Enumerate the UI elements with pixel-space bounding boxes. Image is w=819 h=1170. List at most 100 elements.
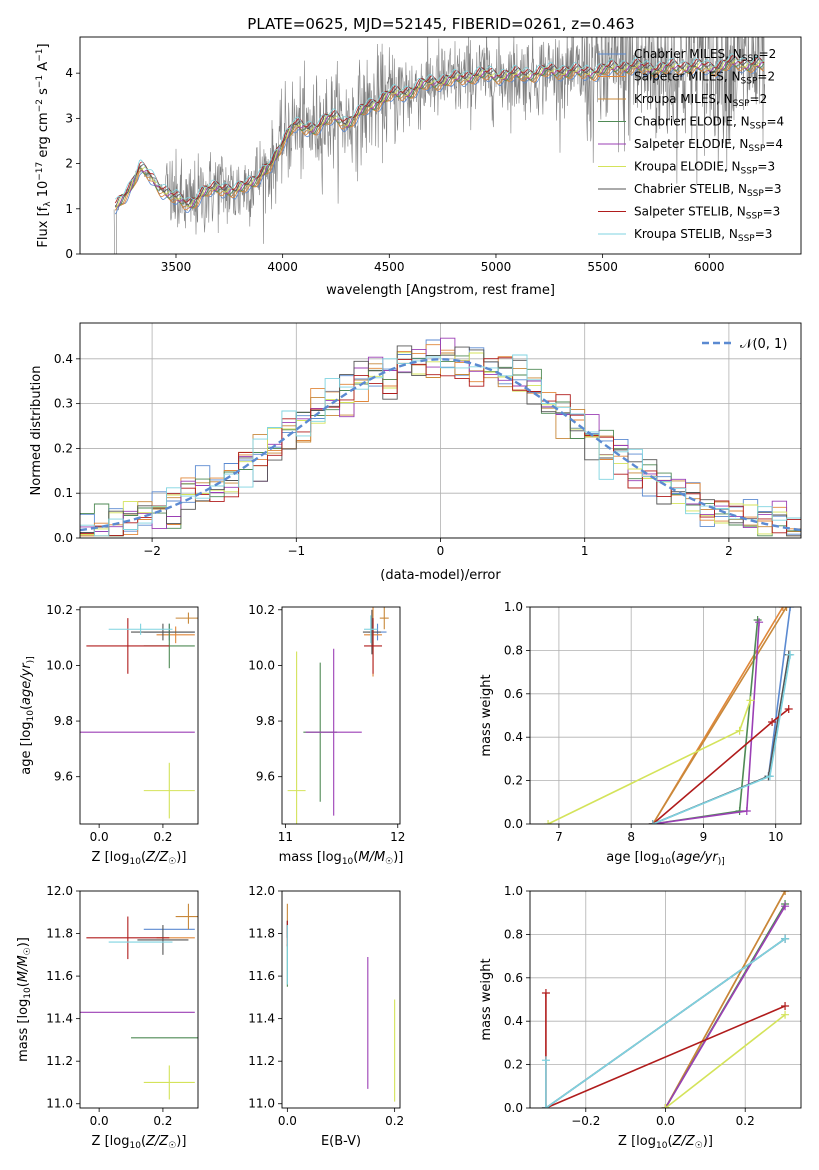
spectrum-ytick-label: 4 [65,66,73,80]
label-fragment: 10 [129,857,141,867]
age-vs-z-point-6 [131,623,195,641]
label-fragment: age/yr [19,662,34,705]
massweight-vs-z-series-8 [545,938,786,1108]
model-spectrum-line-8 [114,53,765,200]
label-fragment: M/M [16,955,31,982]
massweight-vs-age-series-7 [652,708,790,824]
age-vs-z-point-8 [108,623,173,635]
residuals-frame [79,322,802,539]
label-fragment: −17 [35,162,45,181]
label-fragment: SSP [738,234,755,244]
residuals-ytick-label: 0.3 [54,397,73,411]
label-fragment: SSP [747,189,764,199]
residual-histogram-8 [80,354,801,537]
age-vs-z-point-7 [86,618,170,674]
spectrum-plot-area [113,37,765,254]
massweight-vs-age-ytick-label: 0.8 [504,643,523,657]
massweight-vs-z-xtick-label: −0.2 [571,1114,600,1128]
label-fragment: Kroupa MILES, N [634,92,733,106]
label-fragment: 10 [660,857,672,867]
spectrum-frame [79,36,802,255]
residuals-ytick-label: 0.0 [54,531,73,545]
mass-vs-ebv-axes: 0.0 0.2 11.0 11.2 11.4 11.6 11.8 12.0 E(B-V) [248,884,404,1149]
massweight-vs-age-series-2 [652,607,788,824]
age-vs-z-ytick-label: 9.8 [54,714,73,728]
legend-label-0: Chabrier MILES, NSSP=2 [634,47,776,64]
mass-vs-ebv-x-label: E(B-V) [321,1134,361,1149]
massweight-vs-z-series-5 [665,1014,786,1108]
label-fragment: erg cm [36,112,51,161]
label-fragment: Normed distribution [29,366,44,496]
label-fragment: SSP [742,54,759,64]
age-vs-z-y-label: age [log10(age/yr)] [19,656,36,774]
massweight-vs-z-ytick-label: 0.2 [504,1058,523,1072]
mass-vs-z-y-label: mass [log10(M/M☉)] [16,937,33,1062]
spectrum-xtick-label: 3500 [161,260,192,274]
model-spectrum-line-1 [114,62,765,211]
mass-vs-ebv-xtick-label: 0.0 [278,1114,297,1128]
label-fragment: ☉ [385,857,393,867]
residuals-ytick-label: 0.4 [54,352,73,366]
label-fragment: =2 [757,70,775,84]
label-fragment: −1 [35,49,45,62]
age-vs-z-xtick-label: 0.2 [153,830,172,844]
legend-label-3: Chabrier ELODIE, NSSP=4 [634,115,784,132]
label-fragment: ( [667,1134,672,1149]
massweight-vs-z-plot-area [530,891,801,1108]
label-fragment: ☉ [23,947,33,955]
mass-vs-z-point-2 [175,903,198,930]
mass-vs-ebv-ytick-label: 11.8 [248,927,275,941]
mass-vs-z-frame [79,890,199,1109]
massweight-vs-z-ytick-label: 1.0 [504,884,523,898]
age-vs-mass-ytick-label: 9.8 [256,714,275,728]
massweight-vs-age-xtick-label: 8 [627,830,635,844]
label-fragment: ] [36,43,51,48]
mass-vs-z-plot-area [80,903,198,1100]
label-fragment: SSP [741,77,758,87]
residuals-xtick-label: −1 [287,544,305,558]
mass-vs-z-x-label: Z [log10(Z/Z☉)] [92,1134,187,1151]
massweight-vs-age-ytick-label: 0.0 [504,817,523,831]
label-fragment: )] [703,1134,713,1149]
label-fragment: )] [176,1134,186,1149]
mass-vs-ebv-xtick-label: 0.2 [385,1114,404,1128]
massweight-vs-age-marker-8-2 [786,650,795,659]
residuals-xtick-label: 1 [581,544,589,558]
label-fragment: mass [log [16,999,31,1062]
gaussian-reference-line [80,358,801,532]
massweight-vs-age-marker-7-2 [784,704,793,713]
label-fragment: mass weight [479,674,494,756]
label-fragment: −2 [35,99,45,112]
label-fragment: Kroupa STELIB, N [634,227,738,241]
mass-vs-ebv-ytick-label: 11.0 [248,1097,275,1111]
age-vs-mass-xtick-label: 11 [278,830,293,844]
age-vs-z-plot-area [80,612,198,819]
label-fragment: −1 [35,75,45,88]
massweight-vs-z-x-label: Z [log10(Z/Z☉)] [618,1134,713,1151]
mass-vs-z-xtick-label: 0.0 [90,1114,109,1128]
massweight-vs-age-marker-8-0 [648,820,657,824]
residuals-xtick-label: −2 [143,544,161,558]
massweight-vs-age-marker-4-1 [742,806,751,815]
massweight-vs-age-marker-2-1 [782,607,791,611]
residuals-plot-area [80,323,801,538]
massweight-vs-z-ytick-label: 0.8 [504,927,523,941]
massweight-vs-age-x-label: age [log10(age/yr)] [606,850,724,867]
massweight-vs-age-marker-5-1 [735,726,744,735]
residual-histogram-6 [80,345,801,537]
label-fragment: ( [141,1134,146,1149]
label-fragment: =4 [765,137,783,151]
label-fragment: Flux [f [36,206,51,247]
label-fragment: )] [26,656,36,663]
age-vs-mass-frame [281,606,401,825]
massweight-vs-z-marker-7-0 [541,988,550,997]
label-fragment: )] [176,850,186,865]
massweight-vs-age-series-5 [547,700,752,824]
label-fragment: Salpeter MILES, N [634,70,741,84]
age-vs-mass-x-label: mass [log10(M/M☉)] [279,850,404,867]
label-fragment: Z/Z [145,850,169,865]
age-vs-mass-plot-area [287,607,389,824]
age-vs-z-x-label: Z [log10(Z/Z☉)] [92,850,187,867]
label-fragment: A [36,62,51,75]
massweight-vs-z-marker-8-2 [541,1104,550,1108]
